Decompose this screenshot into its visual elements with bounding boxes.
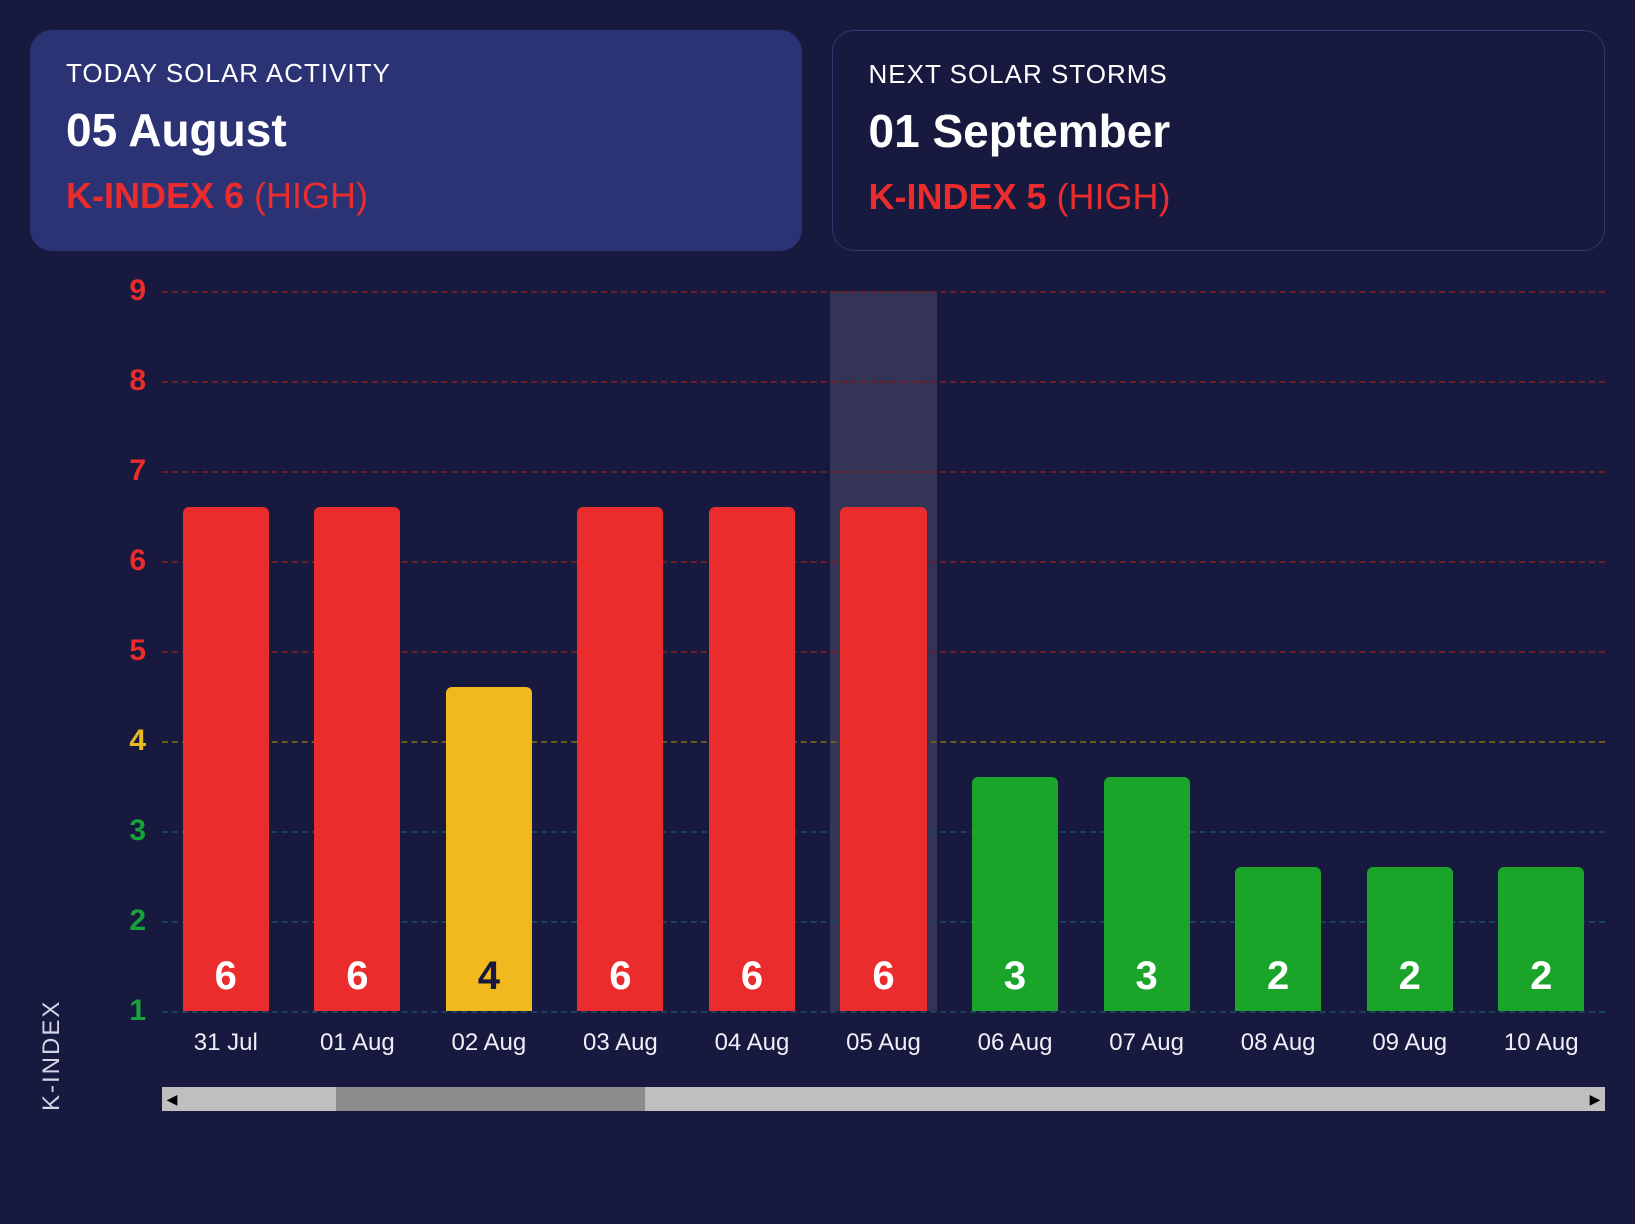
bar-value: 6 xyxy=(609,954,631,999)
gridline xyxy=(162,381,1605,383)
scroll-right-arrow-icon[interactable]: ▶ xyxy=(1585,1091,1605,1108)
kindex-chart: K-INDEX 66466633222 123456789 31 Jul01 A… xyxy=(90,291,1605,1111)
y-tick: 3 xyxy=(106,814,146,848)
plot-area: 66466633222 123456789 xyxy=(106,291,1605,1011)
next-kindex-value: K-INDEX 5 xyxy=(869,176,1047,217)
bar-slot[interactable]: 6 xyxy=(304,291,412,1011)
bar-value: 6 xyxy=(741,954,763,999)
bar[interactable]: 6 xyxy=(709,507,795,1011)
y-tick: 9 xyxy=(106,274,146,308)
bar[interactable]: 3 xyxy=(1104,777,1190,1011)
bar-slot[interactable]: 6 xyxy=(567,291,675,1011)
bar-value: 2 xyxy=(1530,954,1552,999)
bar-value: 3 xyxy=(1135,954,1157,999)
y-tick: 8 xyxy=(106,364,146,398)
x-label: 06 Aug xyxy=(961,1029,1069,1057)
next-card-kindex: K-INDEX 5 (HIGH) xyxy=(869,176,1569,218)
x-label: 31 Jul xyxy=(172,1029,280,1057)
bar-slot[interactable]: 6 xyxy=(172,291,280,1011)
y-tick: 6 xyxy=(106,544,146,578)
y-tick: 1 xyxy=(106,994,146,1028)
y-tick: 7 xyxy=(106,454,146,488)
scroll-track[interactable] xyxy=(182,1087,1585,1111)
scroll-left-arrow-icon[interactable]: ◀ xyxy=(162,1091,182,1108)
x-label: 04 Aug xyxy=(698,1029,806,1057)
gridline xyxy=(162,471,1605,473)
bar-value: 6 xyxy=(215,954,237,999)
x-label: 09 Aug xyxy=(1356,1029,1464,1057)
next-card-title: NEXT SOLAR STORMS xyxy=(869,59,1569,90)
bar[interactable]: 6 xyxy=(314,507,400,1011)
bar[interactable]: 6 xyxy=(840,507,926,1011)
bar-value: 6 xyxy=(346,954,368,999)
x-label: 10 Aug xyxy=(1487,1029,1595,1057)
bar[interactable]: 2 xyxy=(1367,867,1453,1011)
bar[interactable]: 2 xyxy=(1498,867,1584,1011)
bar-value: 3 xyxy=(1004,954,1026,999)
next-storm-card[interactable]: NEXT SOLAR STORMS 01 September K-INDEX 5… xyxy=(832,30,1606,251)
next-kindex-level: (HIGH) xyxy=(1057,176,1171,217)
x-label: 01 Aug xyxy=(304,1029,412,1057)
x-label: 07 Aug xyxy=(1093,1029,1201,1057)
x-label: 05 Aug xyxy=(830,1029,938,1057)
bar[interactable]: 2 xyxy=(1235,867,1321,1011)
summary-cards: TODAY SOLAR ACTIVITY 05 August K-INDEX 6… xyxy=(30,30,1605,251)
today-card-kindex: K-INDEX 6 (HIGH) xyxy=(66,175,766,217)
today-card-title: TODAY SOLAR ACTIVITY xyxy=(66,58,766,89)
next-card-date: 01 September xyxy=(869,104,1569,158)
bar-slot[interactable]: 6 xyxy=(698,291,806,1011)
bar-value: 4 xyxy=(478,954,500,999)
gridline xyxy=(162,291,1605,293)
bar-value: 2 xyxy=(1267,954,1289,999)
bar[interactable]: 6 xyxy=(183,507,269,1011)
today-card-date: 05 August xyxy=(66,103,766,157)
y-tick: 4 xyxy=(106,724,146,758)
today-kindex-value: K-INDEX 6 xyxy=(66,175,244,216)
x-label: 03 Aug xyxy=(567,1029,675,1057)
bar-value: 2 xyxy=(1399,954,1421,999)
bar[interactable]: 3 xyxy=(972,777,1058,1011)
bar-slot[interactable]: 6 xyxy=(830,291,938,1011)
today-card[interactable]: TODAY SOLAR ACTIVITY 05 August K-INDEX 6… xyxy=(30,30,802,251)
scroll-thumb[interactable] xyxy=(336,1087,645,1111)
y-tick: 5 xyxy=(106,634,146,668)
x-label: 08 Aug xyxy=(1224,1029,1332,1057)
bar[interactable]: 6 xyxy=(577,507,663,1011)
bar-value: 6 xyxy=(872,954,894,999)
chart-scrollbar[interactable]: ◀ ▶ xyxy=(162,1087,1605,1111)
gridline xyxy=(162,1011,1605,1013)
bar[interactable]: 4 xyxy=(446,687,532,1011)
today-kindex-level: (HIGH) xyxy=(254,175,368,216)
x-label: 02 Aug xyxy=(435,1029,543,1057)
x-axis: 31 Jul 01 Aug 02 Aug 03 Aug 04 Aug 05 Aug 06 A… xyxy=(162,1029,1605,1057)
y-tick: 2 xyxy=(106,904,146,938)
y-axis-title: K-INDEX xyxy=(38,1000,66,1111)
